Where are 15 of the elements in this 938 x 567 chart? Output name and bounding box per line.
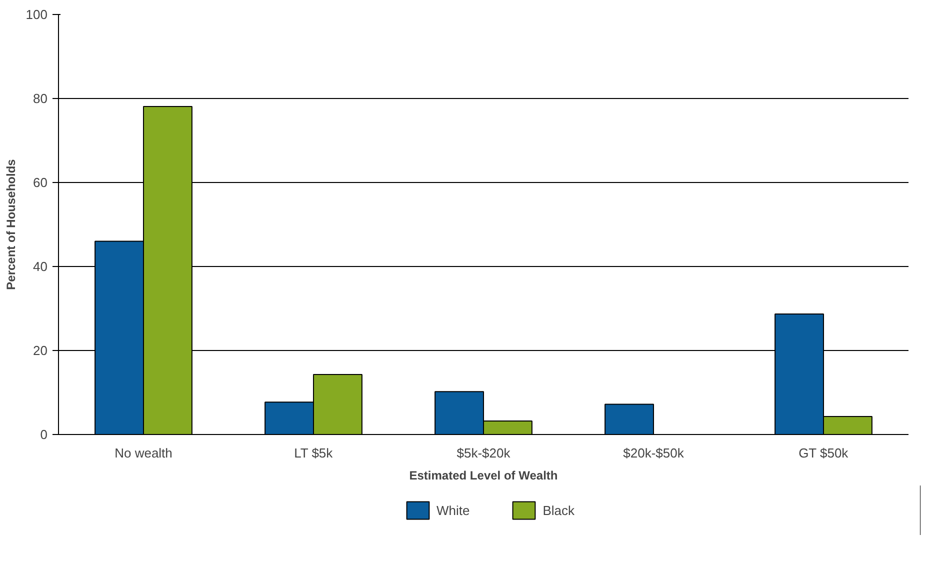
y-tick-label: 0 <box>40 427 48 442</box>
y-axis-title: Percent of Households <box>4 158 18 290</box>
y-tick-label: 100 <box>26 7 48 22</box>
legend-label: White <box>436 502 470 518</box>
x-tick-label: $20k-$50k <box>623 446 684 460</box>
x-tick-label: No wealth <box>114 446 172 460</box>
x-tick-label: GT $50k <box>798 446 849 460</box>
y-tick-label: 40 <box>33 259 48 274</box>
x-tick-label: LT $5k <box>294 446 334 460</box>
x-axis-title: Estimated Level of Wealth <box>409 468 558 482</box>
legend-label: Black <box>542 502 575 518</box>
x-tick-label: $5k-$20k <box>456 446 511 460</box>
y-tick-label: 80 <box>33 91 48 106</box>
y-tick-label: 60 <box>33 175 48 190</box>
y-tick-label: 20 <box>33 343 48 358</box>
